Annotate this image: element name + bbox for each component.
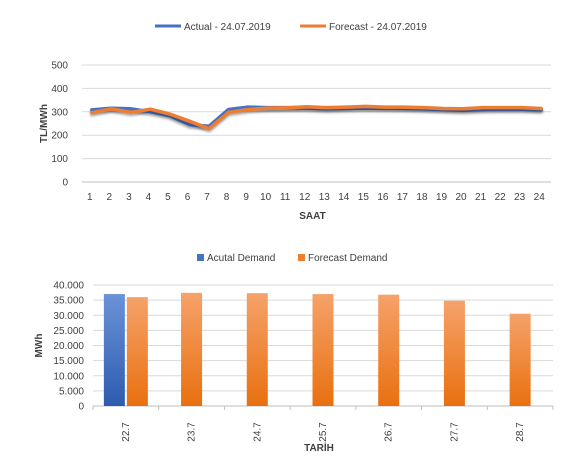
bar-y-tick-label: 15.000 bbox=[53, 356, 84, 367]
bar-x-tick-label: 23.7 bbox=[187, 422, 198, 442]
bar-y-axis-title: MWh bbox=[34, 334, 45, 358]
bar-y-tick-label: 35.000 bbox=[53, 296, 84, 307]
line-x-tick-label: 5 bbox=[165, 192, 171, 203]
bar-y-tick-label: 25.000 bbox=[53, 326, 84, 337]
line-x-tick-label: 19 bbox=[436, 192, 448, 203]
line-y-tick-label: 400 bbox=[51, 84, 68, 95]
bar-y-tick-label: 20.000 bbox=[53, 341, 84, 352]
bar-x-tick-label: 28.7 bbox=[515, 422, 526, 442]
line-x-tick-label: 3 bbox=[126, 192, 132, 203]
bar-y-tick-label: 5.000 bbox=[59, 386, 84, 397]
line-x-tick-label: 13 bbox=[319, 192, 331, 203]
line-legend-label-1: Forecast - 24.07.2019 bbox=[329, 22, 427, 33]
bar-legend-label-1: Forecast Demand bbox=[308, 253, 387, 264]
bar-legend-swatch-0 bbox=[197, 254, 204, 261]
line-x-tick-label: 18 bbox=[416, 192, 428, 203]
bar-forecast-demand bbox=[443, 300, 465, 406]
line-x-tick-label: 22 bbox=[495, 192, 507, 203]
bar-y-tick-label: 10.000 bbox=[53, 371, 84, 382]
line-x-tick-label: 4 bbox=[146, 192, 152, 203]
line-x-tick-label: 6 bbox=[185, 192, 191, 203]
bar-legend-label-0: Acutal Demand bbox=[207, 253, 275, 264]
line-x-tick-label: 8 bbox=[224, 192, 230, 203]
line-x-tick-label: 24 bbox=[534, 192, 546, 203]
line-x-tick-label: 10 bbox=[260, 192, 272, 203]
bar-x-tick-label: 22.7 bbox=[121, 422, 132, 442]
line-y-tick-label: 0 bbox=[62, 178, 68, 189]
line-x-tick-label: 1 bbox=[87, 192, 93, 203]
series-line-forecast bbox=[90, 104, 543, 131]
line-x-tick-label: 17 bbox=[397, 192, 409, 203]
line-x-tick-label: 20 bbox=[456, 192, 468, 203]
line-x-tick-label: 7 bbox=[204, 192, 210, 203]
bar-actual-demand bbox=[103, 294, 125, 406]
line-x-tick-label: 16 bbox=[377, 192, 389, 203]
line-x-axis-title: SAAT bbox=[299, 211, 325, 222]
bar-x-tick-label: 26.7 bbox=[384, 422, 395, 442]
bar-x-axis-title: TARİH bbox=[304, 441, 334, 454]
line-y-tick-label: 200 bbox=[51, 131, 68, 142]
bar-legend-swatch-1 bbox=[298, 254, 305, 261]
bar-y-tick-label: 0 bbox=[78, 402, 84, 413]
bar-forecast-demand bbox=[246, 293, 268, 406]
bar-forecast-demand bbox=[378, 294, 400, 406]
line-x-tick-label: 21 bbox=[475, 192, 487, 203]
bar-y-tick-label: 30.000 bbox=[53, 311, 84, 322]
line-legend-label-0: Actual - 24.07.2019 bbox=[184, 22, 271, 33]
line-x-tick-label: 15 bbox=[358, 192, 370, 203]
line-x-tick-label: 11 bbox=[280, 192, 291, 203]
line-x-tick-label: 14 bbox=[338, 192, 350, 203]
line-x-tick-label: 9 bbox=[243, 192, 249, 203]
bar-forecast-demand bbox=[509, 313, 531, 406]
bar-forecast-demand bbox=[181, 292, 203, 406]
bar-x-tick-label: 27.7 bbox=[449, 422, 460, 442]
bar-forecast-demand bbox=[312, 294, 334, 406]
line-y-tick-label: 300 bbox=[51, 107, 68, 118]
line-y-tick-label: 100 bbox=[51, 154, 68, 165]
bar-forecast-demand bbox=[126, 297, 148, 406]
bar-y-tick-label: 40.000 bbox=[53, 281, 84, 292]
line-x-tick-label: 2 bbox=[107, 192, 113, 203]
bar-x-tick-label: 25.7 bbox=[318, 422, 329, 442]
line-y-axis-title: TL/MWh bbox=[39, 104, 50, 143]
line-x-tick-label: 12 bbox=[299, 192, 311, 203]
line-x-tick-label: 23 bbox=[514, 192, 526, 203]
line-y-tick-label: 500 bbox=[51, 61, 68, 72]
bar-x-tick-label: 24.7 bbox=[252, 422, 263, 442]
